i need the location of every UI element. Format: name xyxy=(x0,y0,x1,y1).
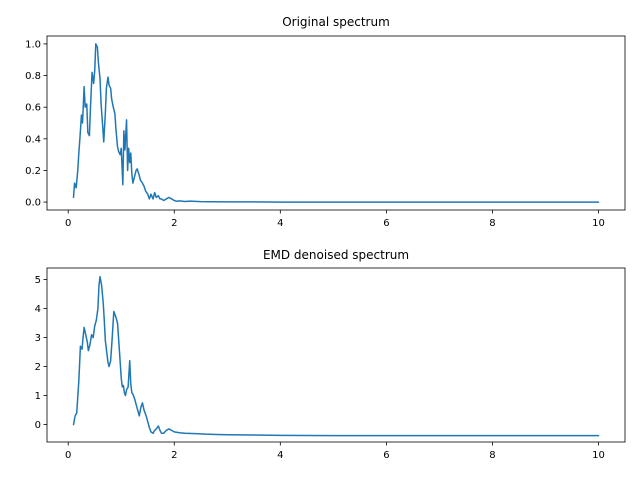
original-spectrum-y-tick-label: 0.6 xyxy=(25,103,41,114)
emd-denoised-spectrum-y-tick-label: 3 xyxy=(35,333,41,344)
original-spectrum-x-ticks: 0 2 4 6 8 10 xyxy=(65,210,605,229)
original-spectrum-y-tick-label: 0.8 xyxy=(25,71,41,82)
emd-denoised-spectrum-y-tick-label: 5 xyxy=(35,275,41,286)
original-spectrum-x-tick-label: 10 xyxy=(592,218,605,229)
emd-denoised-spectrum-axes: EMD denoised spectrum 0 2 4 6 8 10 0 1 2 3 4 5 xyxy=(35,248,626,461)
emd-denoised-spectrum-x-tick-label: 4 xyxy=(277,450,283,461)
emd-denoised-spectrum-y-tick-label: 1 xyxy=(35,391,41,402)
emd-denoised-spectrum-x-tick-label: 2 xyxy=(171,450,177,461)
original-spectrum-x-tick-label: 0 xyxy=(65,218,71,229)
original-spectrum-x-tick-label: 2 xyxy=(171,218,177,229)
original-spectrum-y-tick-label: 1.0 xyxy=(25,39,41,50)
emd-denoised-spectrum-title: EMD denoised spectrum xyxy=(263,248,409,262)
emd-denoised-spectrum-x-tick-label: 0 xyxy=(65,450,71,461)
original-spectrum-x-tick-label: 4 xyxy=(277,218,283,229)
original-spectrum-y-tick-label: 0.4 xyxy=(25,134,41,145)
original-spectrum-frame xyxy=(46,35,626,211)
emd-denoised-spectrum-y-tick-label: 0 xyxy=(35,420,41,431)
original-spectrum-line xyxy=(72,43,600,203)
original-spectrum-y-tick-label: 0.2 xyxy=(25,166,41,177)
emd-denoised-spectrum-x-ticks: 0 2 4 6 8 10 xyxy=(65,442,605,461)
emd-denoised-spectrum-y-tick-label: 4 xyxy=(35,304,41,315)
emd-denoised-spectrum-x-tick-label: 8 xyxy=(489,450,495,461)
original-spectrum-y-tick-label: 0.0 xyxy=(25,198,41,209)
original-spectrum-x-tick-label: 6 xyxy=(383,218,389,229)
original-spectrum-x-tick-label: 8 xyxy=(489,218,495,229)
emd-denoised-spectrum-y-tick-label: 2 xyxy=(35,362,41,373)
emd-denoised-spectrum-y-ticks: 0 1 2 3 4 5 xyxy=(35,275,47,431)
original-spectrum-title: Original spectrum xyxy=(282,15,390,29)
original-spectrum-axes: Original spectrum 0 2 4 6 8 10 0.00.20.40.60.… xyxy=(25,15,626,229)
emd-denoised-spectrum-x-tick-label: 10 xyxy=(592,450,605,461)
emd-denoised-spectrum-line xyxy=(72,275,600,437)
emd-denoised-spectrum-frame xyxy=(46,267,626,443)
original-spectrum-y-ticks: 0.0 0.2 0.4 0.6 0.8 1.0 xyxy=(25,39,47,209)
emd-denoised-spectrum-x-tick-label: 6 xyxy=(383,450,389,461)
